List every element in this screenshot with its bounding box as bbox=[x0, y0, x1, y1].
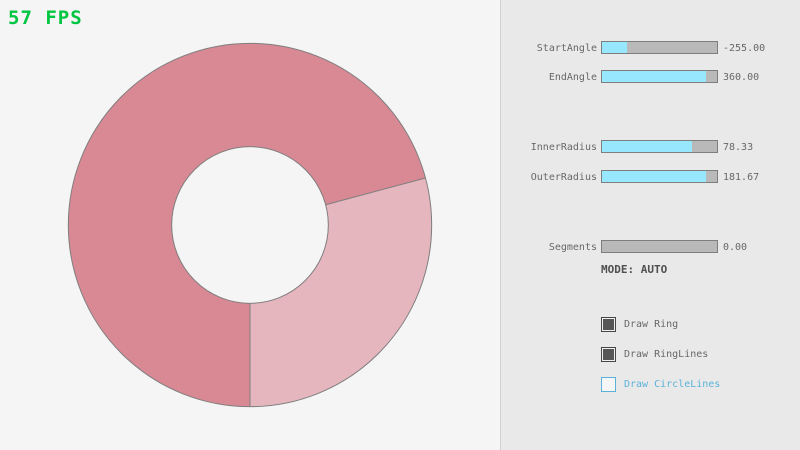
draw-circlelines-checkbox[interactable] bbox=[601, 377, 616, 392]
slider-row-endangle: EndAngle 360.00 bbox=[501, 70, 800, 83]
slider-outerradius-bar[interactable] bbox=[601, 170, 718, 183]
slider-row-startangle: StartAngle -255.00 bbox=[501, 41, 800, 54]
ring-sector-dark bbox=[68, 43, 426, 407]
ring-canvas bbox=[67, 42, 433, 408]
checkbox-row-draw-ring: Draw Ring bbox=[601, 317, 678, 332]
slider-startangle-bar[interactable] bbox=[601, 41, 718, 54]
slider-endangle-fill bbox=[602, 71, 706, 82]
checkbox-row-draw-circlelines: Draw CircleLines bbox=[601, 377, 720, 392]
ring-outlines bbox=[67, 42, 433, 408]
slider-startangle-fill bbox=[602, 42, 627, 53]
slider-segments-label: Segments bbox=[548, 242, 597, 253]
slider-innerradius-fill bbox=[602, 141, 693, 152]
check-mark-icon bbox=[603, 319, 614, 330]
slider-row-segments: Segments 0.00 bbox=[501, 240, 800, 253]
slider-innerradius-value: 78.33 bbox=[723, 142, 754, 153]
slider-row-outerradius: OuterRadius 181.67 bbox=[501, 170, 800, 183]
fps-counter: 57 FPS bbox=[8, 7, 83, 29]
slider-endangle-value: 360.00 bbox=[723, 72, 760, 83]
slider-endangle-bar[interactable] bbox=[601, 70, 718, 83]
draw-ring-checkbox[interactable] bbox=[601, 317, 616, 332]
slider-endangle-label: EndAngle bbox=[548, 72, 597, 83]
control-panel: StartAngle -255.00 EndAngle 360.00 Inner… bbox=[500, 0, 800, 450]
check-mark-icon bbox=[603, 349, 614, 360]
slider-innerradius-label: InnerRadius bbox=[530, 142, 597, 153]
slider-outerradius-label: OuterRadius bbox=[530, 172, 597, 183]
ring-sector-light bbox=[250, 177, 432, 407]
draw-ringlines-checkbox[interactable] bbox=[601, 347, 616, 362]
ring-radial-line-right bbox=[325, 177, 426, 206]
slider-innerradius-bar[interactable] bbox=[601, 140, 718, 153]
mode-indicator: MODE: AUTO bbox=[601, 263, 668, 276]
draw-ringlines-label: Draw RingLines bbox=[624, 349, 709, 360]
slider-segments-bar[interactable] bbox=[601, 240, 718, 253]
slider-outerradius-value: 181.67 bbox=[723, 172, 760, 183]
slider-outerradius-fill bbox=[602, 171, 707, 182]
slider-row-innerradius: InnerRadius 78.33 bbox=[501, 140, 800, 153]
ring-inner-outline bbox=[171, 146, 329, 304]
checkbox-row-draw-ringlines: Draw RingLines bbox=[601, 347, 708, 362]
slider-segments-value: 0.00 bbox=[723, 242, 748, 253]
slider-startangle-value: -255.00 bbox=[723, 43, 766, 54]
draw-ring-label: Draw Ring bbox=[624, 319, 679, 330]
slider-startangle-label: StartAngle bbox=[536, 43, 597, 54]
draw-circlelines-label: Draw CircleLines bbox=[624, 379, 721, 390]
